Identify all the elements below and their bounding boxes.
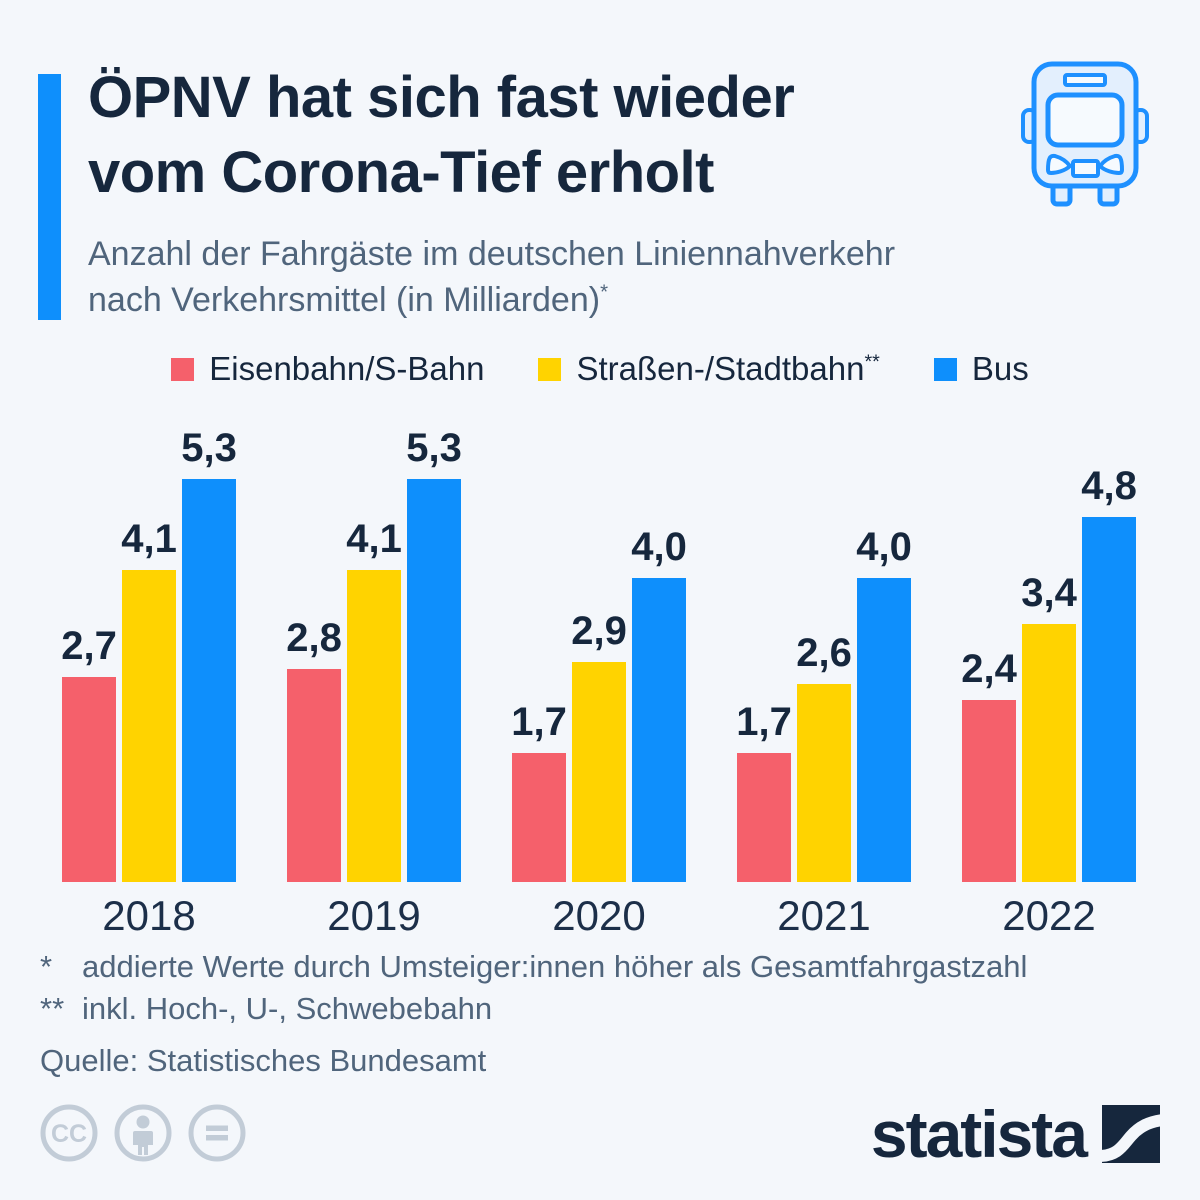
bar-column-bus-2020: 4,0 <box>631 525 687 882</box>
subtitle-line-2: nach Verkehrsmittel (in Milliarden)* <box>88 280 609 319</box>
subtitle-footnote-marker: * <box>600 281 609 304</box>
bar-column-eisenbahn-2018: 2,7 <box>61 624 117 882</box>
bar-column-eisenbahn-2019: 2,8 <box>286 616 342 882</box>
bar-eisenbahn-2022 <box>962 700 1016 882</box>
bar-value-label: 5,3 <box>181 426 237 470</box>
bar-value-label: 4,0 <box>631 525 687 569</box>
legend-swatch-red <box>171 357 195 381</box>
bar-value-label: 1,7 <box>511 700 567 744</box>
bar-column-stadtbahn-2021: 2,6 <box>796 631 852 882</box>
bar-column-eisenbahn-2021: 1,7 <box>736 700 792 882</box>
source-line: Quelle: Statistisches Bundesamt <box>40 1042 487 1078</box>
bar-value-label: 3,4 <box>1021 571 1077 615</box>
legend-swatch-blue <box>933 357 957 381</box>
x-axis-label-2020: 2020 <box>552 892 646 939</box>
year-group-2018: 2,7 4,1 5,3 2018 <box>61 426 237 940</box>
bar-column-stadtbahn-2022: 3,4 <box>1021 571 1077 882</box>
bar-bus-2020 <box>632 578 686 882</box>
bar-value-label: 1,7 <box>736 700 792 744</box>
footnote-2: ** inkl. Hoch-, U-, Schwebebahn <box>40 988 1027 1030</box>
chart-legend: Eisenbahn/S-Bahn Straßen-/Stadtbahn** Bu… <box>0 350 1200 388</box>
footnote-marker: ** <box>40 990 65 1026</box>
bar-stadtbahn-2022 <box>1022 624 1076 882</box>
x-axis-label-2021: 2021 <box>777 892 871 939</box>
bar-column-bus-2022: 4,8 <box>1081 464 1137 882</box>
footnote-text: addierte Werte durch Umsteiger:innen höh… <box>82 949 1028 984</box>
bar-value-label: 4,1 <box>121 517 177 561</box>
bar-value-label: 4,0 <box>856 525 912 569</box>
bar-value-label: 2,9 <box>571 609 627 653</box>
year-group-2019: 2,8 4,1 5,3 2019 <box>286 426 462 940</box>
bar-eisenbahn-2018 <box>62 677 116 882</box>
bar-value-label: 2,4 <box>961 647 1017 691</box>
footnotes: * addierte Werte durch Umsteiger:innen h… <box>40 946 1027 1082</box>
bar-value-label: 4,8 <box>1081 464 1137 508</box>
cc-nd-equals-icon <box>188 1104 246 1162</box>
bar-column-bus-2018: 5,3 <box>181 426 237 882</box>
legend-item-stadtbahn: Straßen-/Stadtbahn** <box>538 350 880 388</box>
legend-swatch-yellow <box>538 357 562 381</box>
bar-stadtbahn-2018 <box>122 570 176 882</box>
cc-icon: CC <box>40 1104 98 1162</box>
bar-eisenbahn-2021 <box>737 753 791 882</box>
bar-stadtbahn-2020 <box>572 662 626 882</box>
bar-stadtbahn-2019 <box>347 570 401 882</box>
bar-bus-2018 <box>182 479 236 882</box>
bar-eisenbahn-2019 <box>287 669 341 882</box>
bar-value-label: 2,6 <box>796 631 852 675</box>
bus-icon <box>1020 58 1150 213</box>
license-icons: CC <box>38 1102 248 1164</box>
legend-label: Straßen-/Stadtbahn** <box>576 350 880 387</box>
bar-column-stadtbahn-2018: 4,1 <box>121 517 177 882</box>
bar-value-label: 2,7 <box>61 624 117 668</box>
year-group-2021: 1,7 2,6 4,0 2021 <box>736 430 912 940</box>
year-group-2022: 2,4 3,4 4,8 2022 <box>961 430 1137 940</box>
bar-column-bus-2021: 4,0 <box>856 525 912 882</box>
cc-by-person-icon <box>114 1104 172 1162</box>
title-line-2: vom Corona-Tief erholt <box>88 140 714 206</box>
legend-item-bus: Bus <box>933 350 1029 388</box>
bar-column-eisenbahn-2020: 1,7 <box>511 700 567 882</box>
legend-item-eisenbahn: Eisenbahn/S-Bahn <box>171 350 484 388</box>
bar-bus-2019 <box>407 479 461 882</box>
year-group-2020: 1,7 2,9 4,0 2020 <box>511 430 687 940</box>
bar-bus-2022 <box>1082 517 1136 882</box>
x-axis-label-2018: 2018 <box>102 892 196 939</box>
statista-branding: statista <box>871 1096 1160 1172</box>
chart-groups: 2,7 4,1 5,3 2018 2,8 4,1 5,3 2019 1,7 2,9 4,0 2020 1… <box>61 426 1137 940</box>
x-axis-label-2022: 2022 <box>1002 892 1096 939</box>
bar-value-label: 4,1 <box>346 517 402 561</box>
bar-eisenbahn-2020 <box>512 753 566 882</box>
bar-value-label: 5,3 <box>406 426 462 470</box>
footnote-1: * addierte Werte durch Umsteiger:innen h… <box>40 946 1027 988</box>
bar-bus-2021 <box>857 578 911 882</box>
page-title: ÖPNV hat sich fast wieder vom Corona-Tie… <box>88 60 795 211</box>
title-line-1: ÖPNV hat sich fast wieder <box>88 65 795 130</box>
title-accent-bar <box>38 74 61 320</box>
bar-column-bus-2019: 5,3 <box>406 426 462 882</box>
bar-column-eisenbahn-2022: 2,4 <box>961 647 1017 882</box>
legend-label: Eisenbahn/S-Bahn <box>209 350 485 387</box>
bar-stadtbahn-2021 <box>797 684 851 882</box>
legend-label: Bus <box>971 350 1029 387</box>
svg-text:CC: CC <box>51 1120 87 1148</box>
statista-logo-mark <box>1102 1105 1160 1163</box>
footnote-marker: * <box>40 949 53 984</box>
bar-value-label: 2,8 <box>286 616 342 660</box>
chart-subtitle: Anzahl der Fahrgäste im deutschen Linien… <box>88 232 895 323</box>
x-axis-label-2019: 2019 <box>327 892 421 939</box>
statista-logo-text: statista <box>870 1097 1088 1171</box>
bar-column-stadtbahn-2020: 2,9 <box>571 609 627 882</box>
subtitle-line-1: Anzahl der Fahrgäste im deutschen Linien… <box>88 235 896 273</box>
bar-chart: 2,7 4,1 5,3 2018 2,8 4,1 5,3 2019 1,7 2,9 4,0 2020 1… <box>61 426 1137 940</box>
footnote-text: inkl. Hoch-, U-, Schwebebahn <box>82 990 493 1026</box>
bar-column-stadtbahn-2019: 4,1 <box>346 517 402 882</box>
